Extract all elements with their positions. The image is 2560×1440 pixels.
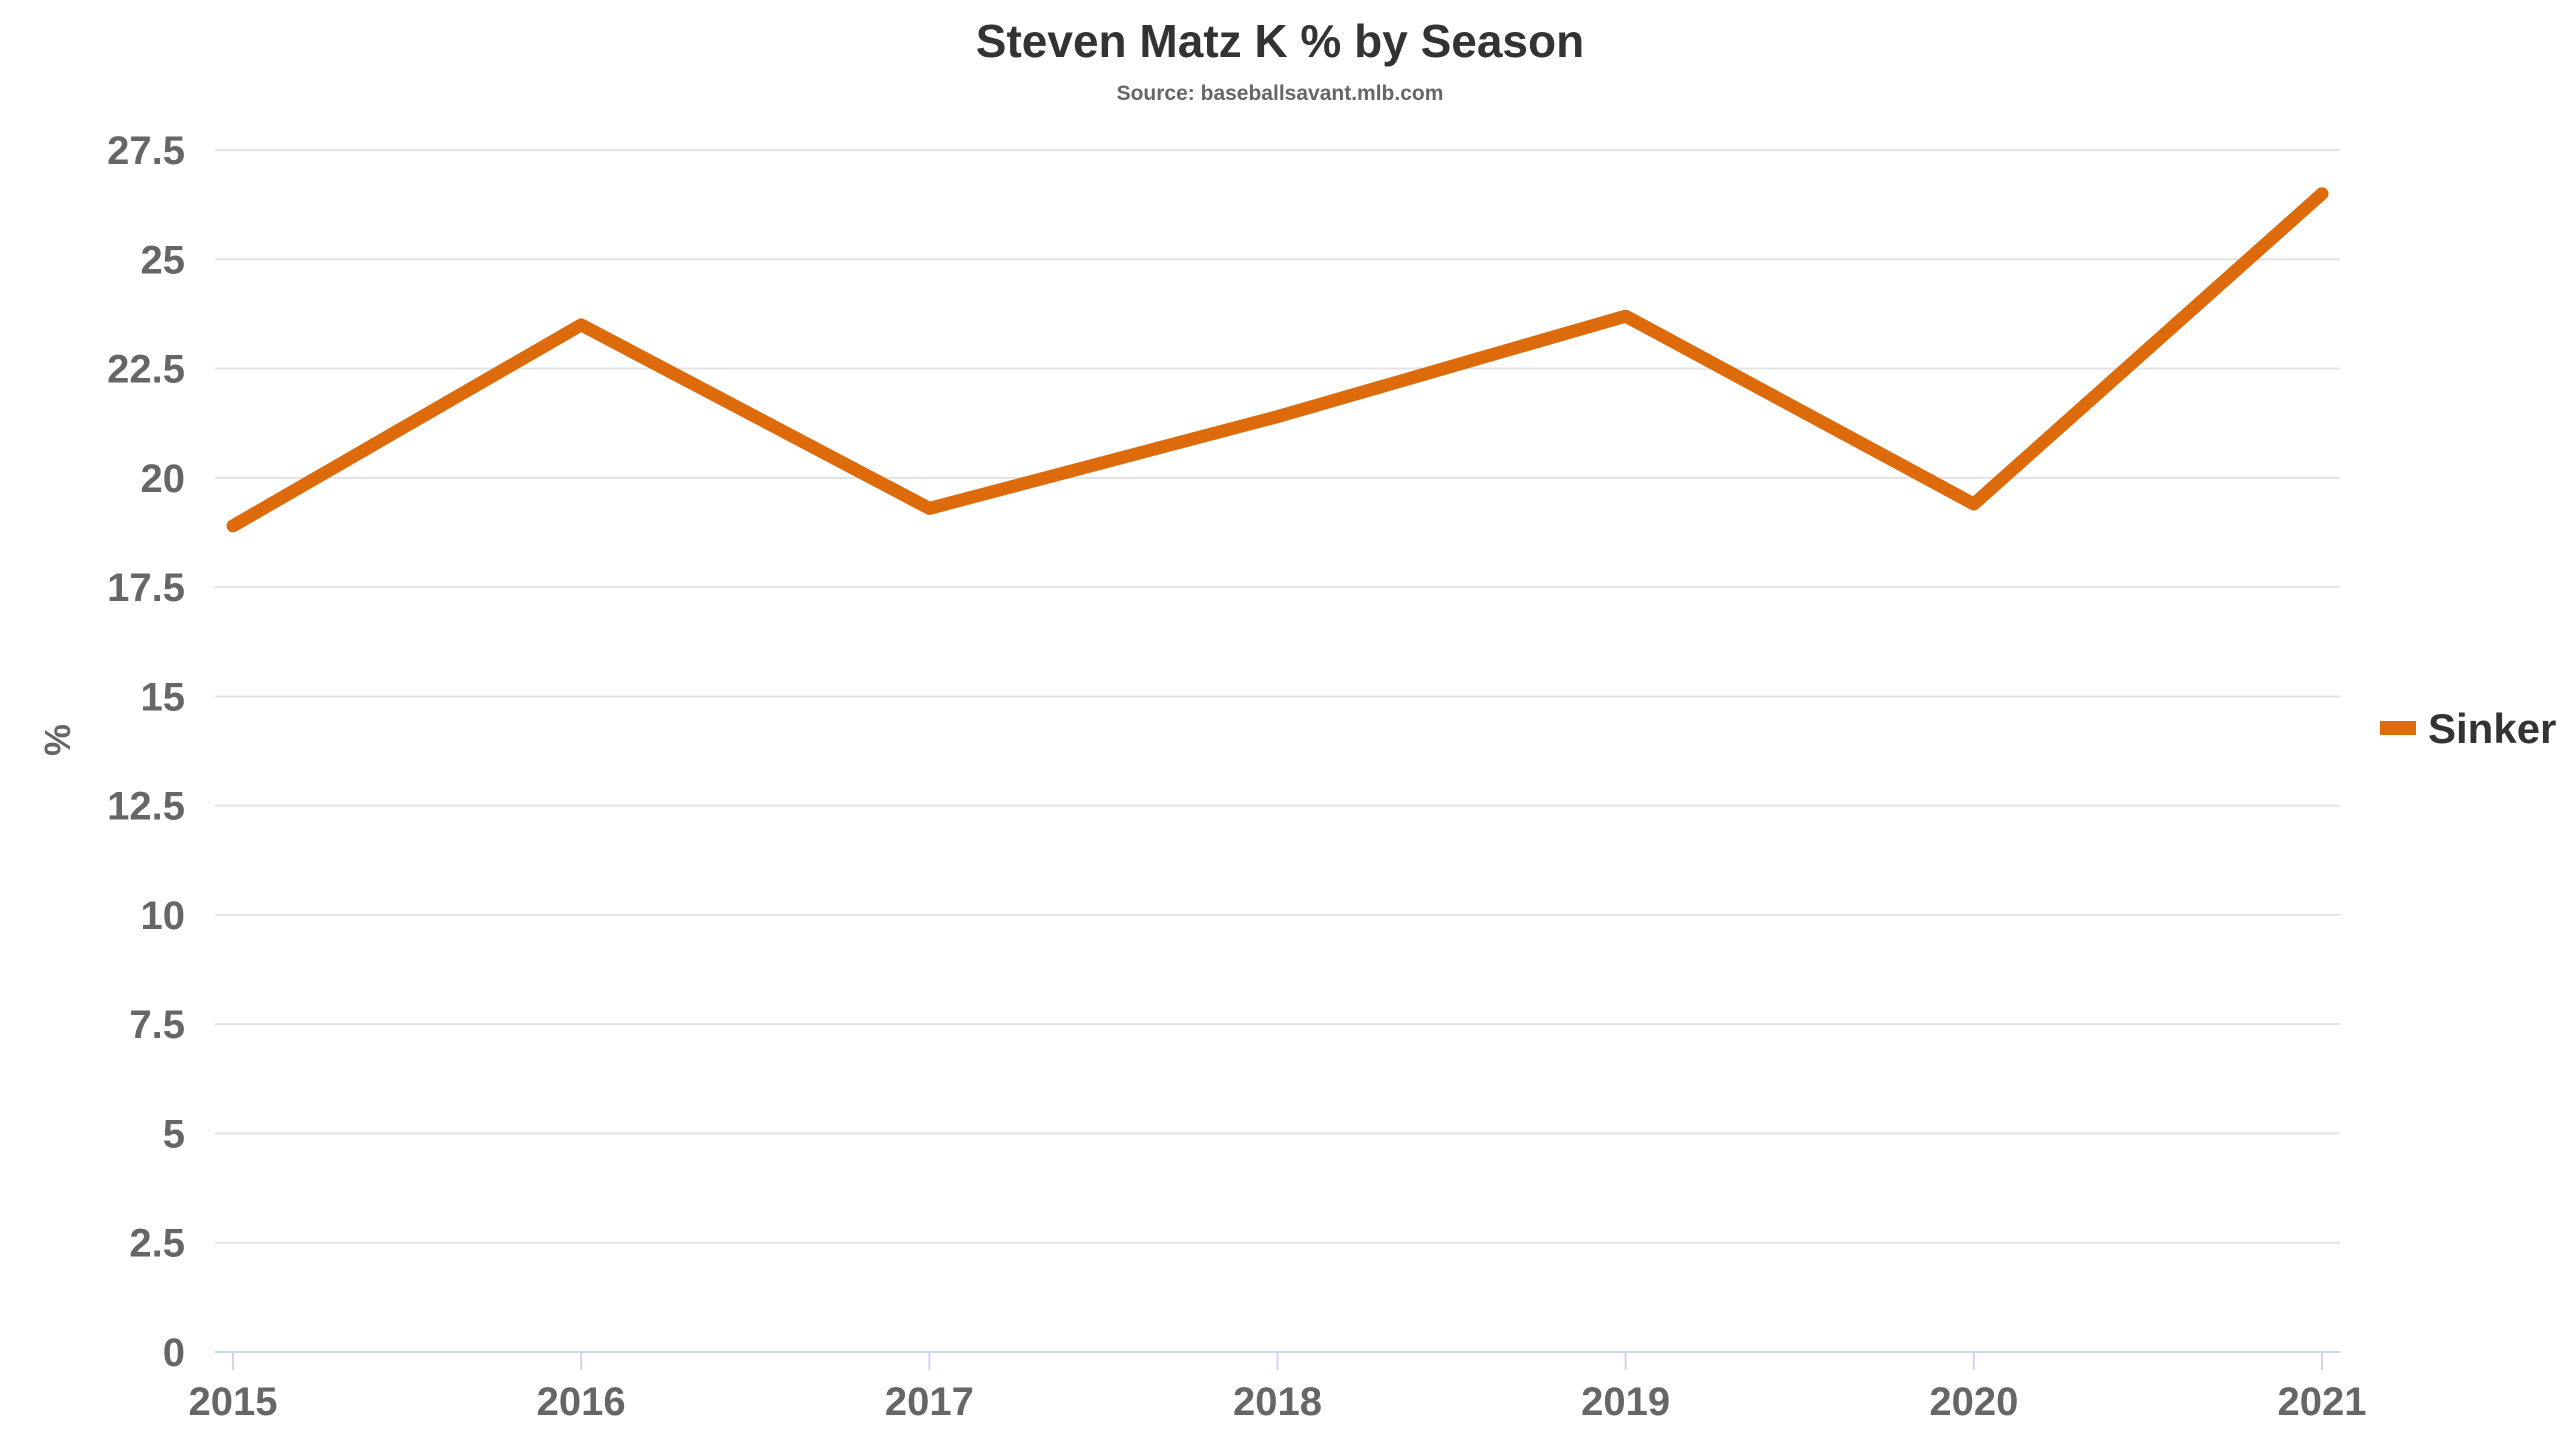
y-axis-title: % <box>37 724 78 756</box>
y-tick-label: 25 <box>141 238 186 282</box>
y-tick-label: 12.5 <box>107 785 185 829</box>
legend-swatch[interactable] <box>2380 721 2416 735</box>
axes <box>215 1351 2340 1370</box>
legend-label[interactable]: Sinker <box>2428 705 2556 752</box>
y-tick-labels: 0 2.5 5 7.5 10 12.5 15 17.5 20 22.5 25 27.5 <box>107 129 185 1375</box>
y-tick-label: 10 <box>141 894 186 938</box>
y-tick-label: 0 <box>163 1331 185 1375</box>
y-tick-label: 5 <box>163 1112 185 1156</box>
y-tick-label: 2.5 <box>129 1222 185 1266</box>
x-tick-labels: 2015 2016 2017 2018 2019 2020 2021 <box>189 1380 2367 1424</box>
y-tick-label: 15 <box>141 675 186 719</box>
y-tick-label: 7.5 <box>129 1003 185 1047</box>
x-tick-label: 2018 <box>1233 1380 1322 1424</box>
y-tick-label: 20 <box>141 457 186 501</box>
gridlines <box>215 149 2340 1244</box>
series-line-sinker <box>226 187 2329 533</box>
x-tick-label: 2015 <box>189 1380 278 1424</box>
y-tick-label: 22.5 <box>107 348 185 392</box>
legend[interactable]: Sinker <box>2380 705 2556 752</box>
x-tick-label: 2021 <box>2278 1380 2367 1424</box>
x-tick-label: 2016 <box>537 1380 626 1424</box>
chart-subtitle: Source: baseballsavant.mlb.com <box>1116 82 1444 105</box>
x-tick-label: 2019 <box>1581 1380 1670 1424</box>
y-tick-label: 27.5 <box>107 129 185 173</box>
x-tick-label: 2020 <box>1929 1380 2018 1424</box>
y-tick-label: 17.5 <box>107 566 185 610</box>
series <box>226 187 2329 533</box>
chart-title: Steven Matz K % by Season <box>975 15 1585 67</box>
x-tick-label: 2017 <box>885 1380 974 1424</box>
